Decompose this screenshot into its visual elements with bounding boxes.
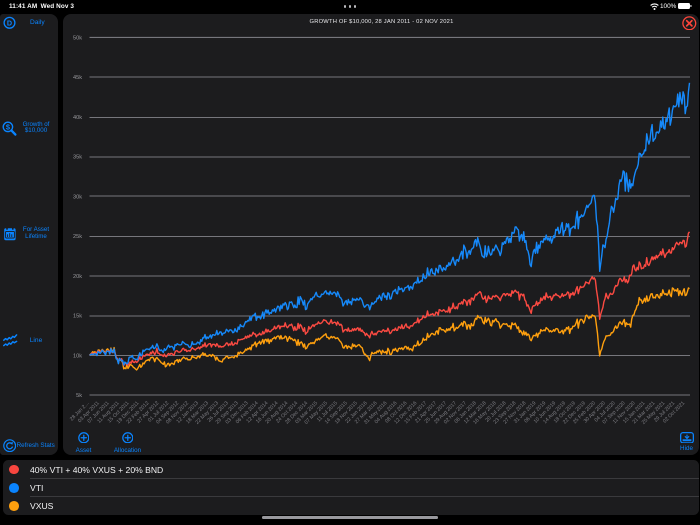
svg-text:D: D — [7, 18, 12, 27]
svg-text:35k: 35k — [73, 155, 82, 161]
svg-text:30k: 30k — [73, 194, 82, 200]
svg-text:20k: 20k — [73, 274, 82, 280]
svg-text:15k: 15k — [73, 314, 82, 320]
svg-text:25k: 25k — [73, 234, 82, 240]
svg-text:10k: 10k — [73, 353, 82, 359]
svg-text:$: $ — [6, 123, 10, 132]
svg-text:5k: 5k — [76, 393, 82, 399]
svg-text:40k: 40k — [73, 115, 82, 121]
svg-text:45k: 45k — [73, 75, 82, 81]
svg-text:50k: 50k — [73, 35, 82, 41]
